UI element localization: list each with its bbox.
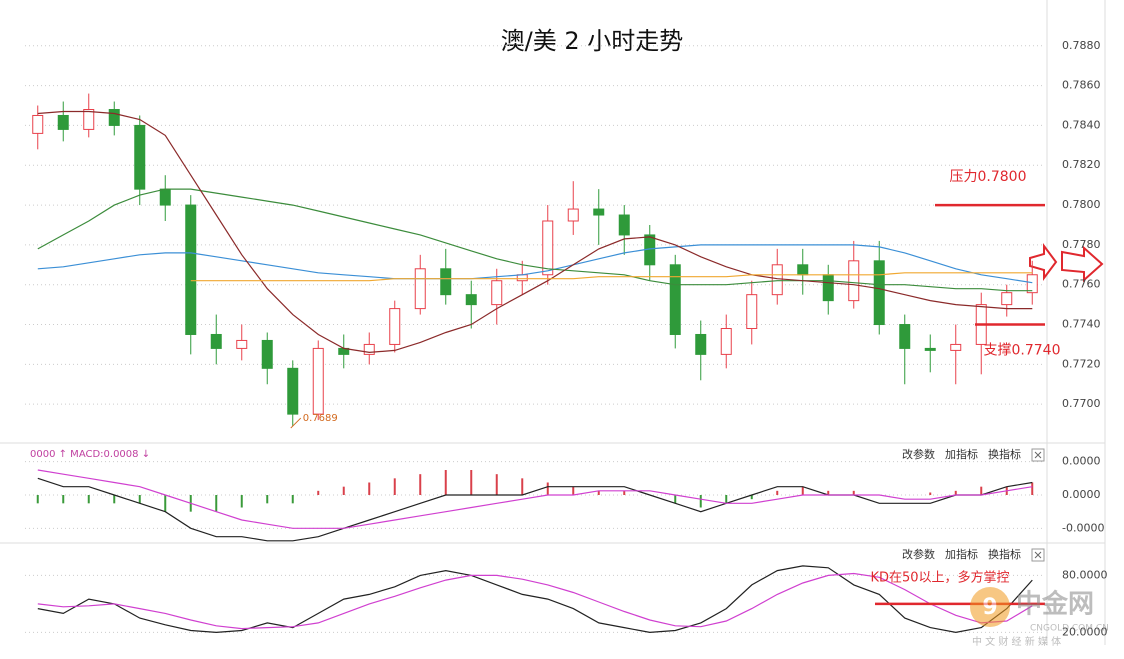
watermark-logo-mark: 9 [982, 595, 997, 620]
close-icon [1034, 451, 1042, 459]
series-line [37, 572, 1033, 630]
y-tick-label: 0.7880 [1062, 39, 1101, 52]
candle-body [57, 114, 69, 130]
candle-body [720, 328, 732, 355]
annotation-arrow [290, 417, 302, 429]
y-tick-label: 0.0000 [1062, 488, 1101, 501]
annotation: 0.7689 [303, 413, 338, 424]
arrow [1061, 245, 1104, 283]
series-line [37, 469, 1033, 529]
candle-body [210, 333, 222, 349]
series-line [37, 477, 1033, 542]
series-line [37, 188, 1033, 292]
y-tick-label: 0.7860 [1062, 79, 1101, 92]
candle-body [185, 204, 197, 335]
y-tick-label: 0.7720 [1062, 357, 1101, 370]
candle-body [1001, 292, 1013, 306]
series-line [190, 272, 1033, 282]
candle-body [440, 268, 452, 296]
y-tick-label: 0.7800 [1062, 198, 1101, 211]
y-tick-label: 0.7740 [1062, 318, 1101, 331]
candle-body [159, 188, 171, 206]
candle-body [924, 347, 936, 351]
watermark-domain: CNGOLD.COM.CN [1030, 624, 1109, 634]
toolbar-button[interactable]: 改参数 [902, 547, 935, 561]
candle-body [32, 114, 44, 134]
candle-body [1026, 274, 1038, 294]
candle-body [491, 280, 503, 306]
level-label: 压力0.7800 [950, 169, 1027, 185]
y-tick-label: 0.7760 [1062, 278, 1101, 291]
watermark-logo [970, 587, 1010, 627]
candle-body [873, 260, 885, 326]
candle-body [771, 264, 783, 296]
y-tick-label: 0.7780 [1062, 238, 1101, 251]
candle-body [746, 294, 758, 330]
candle-body [108, 109, 120, 126]
toolbar-button[interactable]: 加指标 [945, 447, 978, 461]
candle-body [363, 343, 375, 355]
y-tick-label: 20.0000 [1062, 625, 1108, 638]
level-label: KD在50以上，多方掌控 [870, 569, 1009, 585]
candle-body [695, 333, 707, 355]
candle-body [134, 124, 146, 190]
candle-body [567, 208, 579, 222]
watermark: 9 中金网 CNGOLD.COM.CN 中 文 财 经 新 媒 体 [970, 587, 1109, 648]
candle-body [542, 220, 554, 276]
toolbar-button[interactable]: 换指标 [988, 547, 1021, 561]
y-tick-label: 0.7700 [1062, 397, 1101, 410]
series-line [37, 244, 1033, 284]
level-label: 支撑0.7740 [984, 343, 1061, 359]
watermark-name: 中金网 [1016, 589, 1094, 620]
candle-body [414, 268, 426, 310]
close-icon [1034, 551, 1042, 559]
series-line [37, 110, 1033, 354]
candle-body [950, 343, 962, 351]
candle-body [83, 109, 95, 130]
candle-body [797, 264, 809, 276]
y-tick-label: 0.7820 [1062, 158, 1101, 171]
candle-body [389, 308, 401, 345]
candle-body [236, 339, 248, 349]
y-tick-label: -0.0000 [1062, 521, 1104, 534]
candle-body [618, 214, 630, 236]
watermark-slogan: 中 文 财 经 新 媒 体 [972, 635, 1061, 648]
candle-body [593, 208, 605, 216]
candle-body [465, 294, 477, 306]
y-tick-label: 80.0000 [1062, 568, 1108, 581]
candle-body [312, 347, 324, 415]
candle-body [669, 264, 681, 335]
series-line [37, 565, 1033, 634]
candle-body [899, 324, 911, 349]
candle-body [822, 274, 834, 302]
indicator-header: 0000 ↑ MACD:0.0008 ↓ [30, 449, 150, 460]
toolbar-button[interactable]: 改参数 [902, 447, 935, 461]
chart-title: 澳/美 2 小时走势 [501, 27, 684, 55]
candle-body [261, 339, 273, 369]
candle-body [848, 260, 860, 302]
toolbar-button[interactable]: 换指标 [988, 447, 1021, 461]
y-tick-label: 0.0000 [1062, 455, 1101, 468]
y-tick-label: 0.7840 [1062, 118, 1101, 131]
toolbar-button[interactable]: 加指标 [945, 547, 978, 561]
candle-body [287, 367, 299, 415]
